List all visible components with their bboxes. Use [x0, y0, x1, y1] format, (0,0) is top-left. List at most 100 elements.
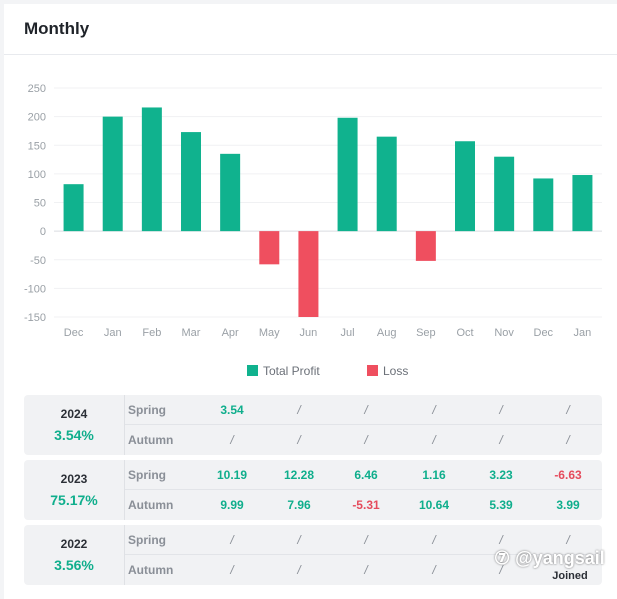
season-value: / — [297, 532, 301, 547]
season-row-spring: Spring 10.19 12.28 6.46 1.16 3.23 -6.63 — [125, 460, 602, 489]
profit-bar — [572, 175, 593, 232]
season-value: / — [230, 433, 234, 447]
season-value: 3.23 — [489, 467, 513, 482]
x-tick-label: Apr — [222, 327, 239, 339]
x-tick-label: Dec — [534, 327, 554, 339]
season-value: / — [432, 532, 436, 547]
season-value: / — [364, 532, 368, 547]
profit-bar — [337, 117, 358, 232]
year-summary: 2023 75.17% — [24, 460, 125, 520]
season-value: -6.63 — [554, 467, 582, 482]
profit-bar — [533, 178, 554, 232]
year-block-2024: 2024 3.54% Spring 3.54 / / / / / Autumn / / / / / / — [24, 395, 602, 455]
y-tick-label: -150 — [24, 312, 46, 324]
year-block-2022: 2022 3.56% Spring / / / / / / Autumn / / / / / — [24, 525, 602, 585]
x-tick-label: Sep — [416, 327, 436, 339]
watermark: ⑦ @yangsail — [494, 548, 605, 568]
season-value: 9.99 — [220, 498, 244, 512]
season-rows: Spring / / / / / / Autumn / / / / / — [125, 525, 602, 585]
season-value: / — [566, 433, 570, 447]
card-title: Monthly — [24, 19, 90, 38]
loss-bar — [298, 231, 319, 317]
x-tick-label: Jun — [300, 327, 318, 339]
year-percent: 3.54% — [54, 427, 94, 443]
yearly-stats-table: 2024 3.54% Spring 3.54 / / / / / Autumn / / / / / / 2023… — [24, 395, 602, 590]
y-tick-label: 0 — [40, 226, 46, 238]
season-name: Spring — [128, 532, 166, 547]
legend-swatch — [367, 365, 378, 376]
x-tick-label: Mar — [182, 327, 201, 339]
season-row-autumn: Autumn 9.99 7.96 -5.31 10.64 5.39 3.99 — [125, 489, 602, 520]
year-block-2023: 2023 75.17% Spring 10.19 12.28 6.46 1.16 3.23 -6… — [24, 460, 602, 520]
profit-bar — [494, 156, 515, 232]
profit-bar — [63, 184, 84, 232]
season-value: 3.54 — [220, 402, 244, 417]
y-tick-label: -50 — [30, 255, 46, 267]
season-value: 12.28 — [283, 467, 315, 482]
season-name: Autumn — [128, 563, 174, 577]
loss-bar — [415, 231, 436, 261]
x-tick-label: May — [259, 327, 280, 339]
season-name: Autumn — [128, 433, 174, 447]
monthly-card: Monthly 250 200 150 100 50 0 -50 -100 -150 Dec Jan… — [4, 4, 617, 599]
x-tick-label: Jul — [341, 327, 355, 339]
x-tick-label: Aug — [377, 327, 397, 339]
season-value: 3.99 — [556, 498, 580, 512]
season-value: / — [499, 532, 503, 547]
loss-bar — [259, 231, 280, 265]
season-name: Spring — [128, 402, 166, 417]
x-tick-label: Jan — [104, 327, 122, 339]
profit-bar — [220, 153, 241, 232]
y-tick-label: 200 — [28, 112, 46, 124]
season-value: / — [297, 563, 301, 577]
season-row-spring: Spring 3.54 / / / / / — [125, 395, 602, 424]
legend-swatch — [247, 365, 258, 376]
profit-bar — [181, 132, 201, 232]
season-value: 1.16 — [422, 467, 446, 482]
year-label: 2022 — [60, 537, 88, 551]
x-tick-label: Dec — [64, 327, 84, 339]
season-value: 10.64 — [418, 498, 450, 512]
y-tick-label: 150 — [28, 140, 46, 152]
card-header: Monthly — [4, 4, 617, 55]
joined-label: Joined — [552, 570, 588, 582]
season-value: / — [499, 433, 503, 447]
season-value: / — [432, 563, 436, 577]
x-tick-label: Feb — [142, 327, 161, 339]
y-tick-label: 100 — [28, 169, 46, 181]
year-percent: 3.56% — [54, 557, 94, 573]
y-tick-label: -100 — [24, 283, 46, 295]
season-row-spring: Spring / / / / / / — [125, 525, 602, 554]
season-value: -5.31 — [352, 498, 380, 512]
season-value: / — [230, 532, 234, 547]
x-tick-label: Oct — [456, 327, 473, 339]
season-value: / — [230, 563, 234, 577]
y-tick-label: 50 — [34, 198, 46, 210]
season-value: 5.39 — [489, 498, 513, 512]
y-tick-label: 250 — [28, 83, 46, 95]
season-value: / — [566, 532, 570, 547]
profit-bar — [376, 136, 397, 232]
season-value: / — [432, 402, 436, 417]
monthly-bar-chart: 250 200 150 100 50 0 -50 -100 -150 Dec Jan Feb Mar Ap… — [24, 83, 602, 378]
season-name: Autumn — [128, 498, 174, 512]
season-value: / — [364, 402, 368, 417]
year-summary: 2024 3.54% — [24, 395, 125, 455]
season-value: / — [297, 402, 301, 417]
year-summary: 2022 3.56% — [24, 525, 125, 585]
season-value: / — [297, 433, 301, 447]
year-percent: 75.17% — [50, 492, 98, 508]
profit-bar — [141, 107, 162, 232]
season-value: / — [499, 402, 503, 417]
season-value: / — [566, 402, 570, 417]
season-value: / — [364, 433, 368, 447]
season-row-autumn: Autumn / / / / / — [125, 554, 602, 585]
season-rows: Spring 3.54 / / / / / Autumn / / / / / / — [125, 395, 602, 455]
legend-label: Total Profit — [263, 364, 320, 378]
season-name: Spring — [128, 467, 166, 482]
season-value: / — [364, 563, 368, 577]
x-tick-label: Jan — [574, 327, 592, 339]
season-value: / — [499, 563, 503, 577]
season-value: 7.96 — [287, 498, 311, 512]
year-label: 2024 — [60, 407, 88, 421]
